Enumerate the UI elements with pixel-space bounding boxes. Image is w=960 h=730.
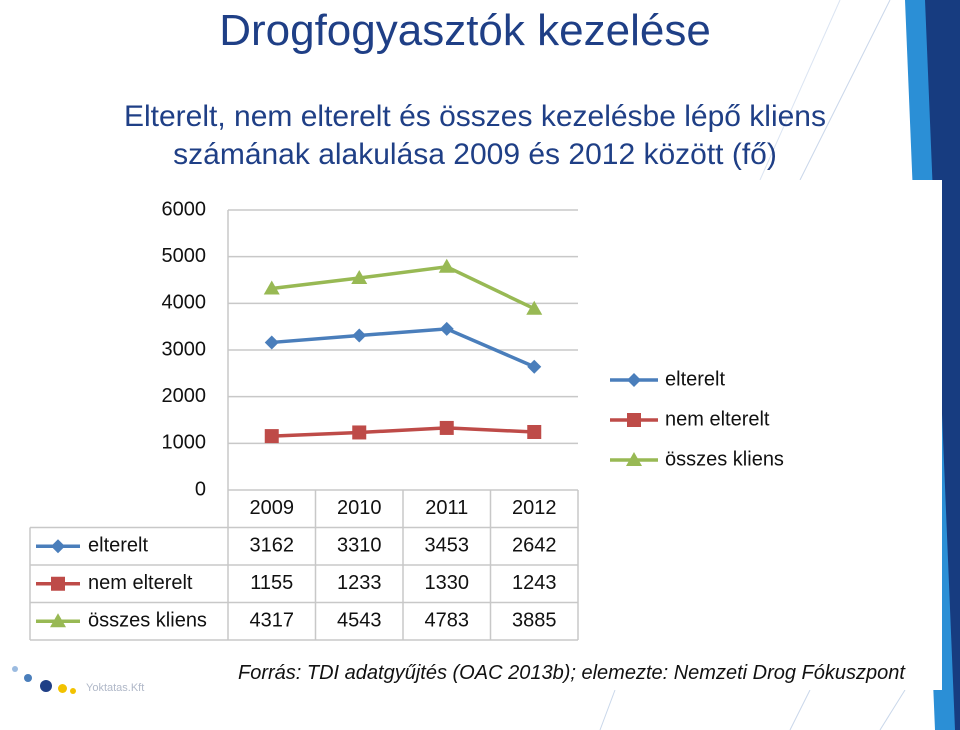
y-tick-label: 1000 bbox=[162, 432, 207, 454]
table-value: 1243 bbox=[512, 572, 557, 594]
series-line bbox=[271, 426, 535, 438]
legend-marker bbox=[627, 373, 641, 387]
y-tick-label: 4000 bbox=[162, 292, 207, 314]
legend-label: elterelt bbox=[665, 368, 725, 390]
slide-title: Drogfogyasztók kezelése bbox=[219, 6, 711, 55]
table-value: 4783 bbox=[425, 610, 470, 632]
table-series-label: nem elterelt bbox=[88, 572, 193, 594]
y-tick-label: 5000 bbox=[162, 245, 207, 267]
table-value: 3162 bbox=[250, 535, 295, 557]
logo-dot bbox=[58, 684, 67, 693]
table-legend-marker bbox=[51, 576, 65, 591]
legend-marker bbox=[627, 413, 641, 427]
table-legend-marker bbox=[51, 539, 65, 554]
category-label: 2009 bbox=[250, 497, 295, 519]
table-value: 3310 bbox=[337, 535, 382, 557]
data-point bbox=[351, 269, 368, 284]
company-logo bbox=[10, 662, 170, 694]
data-point bbox=[527, 424, 542, 439]
category-label: 2012 bbox=[512, 497, 557, 519]
legend-marker bbox=[626, 452, 642, 466]
subtitle-line-2: számának alakulása 2009 és 2012 között (… bbox=[173, 138, 777, 171]
series-line bbox=[271, 264, 536, 311]
table-value: 1155 bbox=[250, 572, 293, 594]
data-point bbox=[352, 425, 367, 440]
deco-line bbox=[599, 689, 616, 730]
series-line bbox=[271, 327, 535, 369]
y-tick-label: 6000 bbox=[162, 198, 207, 220]
table-series-label: összes kliens bbox=[88, 610, 207, 632]
table-value: 3885 bbox=[512, 610, 557, 632]
logo-dot bbox=[24, 674, 32, 682]
line-chart: 0 1000 2000 3000 4000 5000 6000 2009 2010 2011 201… bbox=[29, 198, 784, 641]
table-value: 4543 bbox=[337, 610, 382, 632]
data-point bbox=[352, 328, 367, 343]
legend-label: nem elterelt bbox=[665, 408, 770, 430]
data-point bbox=[527, 359, 542, 374]
table-value: 2642 bbox=[512, 535, 557, 557]
category-label: 2010 bbox=[337, 497, 382, 519]
deco-line bbox=[799, 0, 891, 181]
logo-dot bbox=[12, 666, 18, 672]
source-note: Forrás: TDI adatgyűjtés (OAC 2013b); ele… bbox=[238, 662, 905, 684]
deco-line bbox=[759, 0, 841, 181]
data-point bbox=[526, 300, 543, 315]
data-point bbox=[264, 335, 279, 350]
logo-text: Yoktatas.Kft bbox=[86, 682, 145, 694]
chart-panel: 0 1000 2000 3000 4000 5000 6000 2009 2010 2011 201… bbox=[18, 180, 942, 690]
subtitle-line-1: Elterelt, nem elterelt és összes kezelés… bbox=[123, 100, 826, 133]
table-series-label: elterelt bbox=[88, 535, 148, 557]
data-point bbox=[263, 280, 280, 295]
y-tick-label: 2000 bbox=[162, 385, 207, 407]
legend-label: összes kliens bbox=[665, 448, 784, 470]
y-tick-label: 0 bbox=[195, 478, 206, 500]
data-point bbox=[439, 321, 454, 336]
logo-dot bbox=[40, 680, 52, 692]
data-point bbox=[439, 420, 454, 435]
table-value: 3453 bbox=[425, 535, 470, 557]
deco-line bbox=[789, 689, 811, 730]
logo-dot bbox=[70, 688, 76, 694]
table-value: 1233 bbox=[337, 572, 382, 594]
category-label: 2011 bbox=[425, 497, 468, 519]
data-point bbox=[264, 429, 279, 444]
data-point bbox=[438, 258, 455, 273]
table-value: 1330 bbox=[425, 572, 470, 594]
slide-subtitle: Elterelt, nem elterelt és összes kezelés… bbox=[60, 98, 890, 174]
table-legend-marker bbox=[50, 613, 66, 628]
y-tick-label: 3000 bbox=[162, 338, 207, 360]
table-value: 4317 bbox=[250, 610, 295, 632]
deco-line bbox=[879, 689, 906, 730]
